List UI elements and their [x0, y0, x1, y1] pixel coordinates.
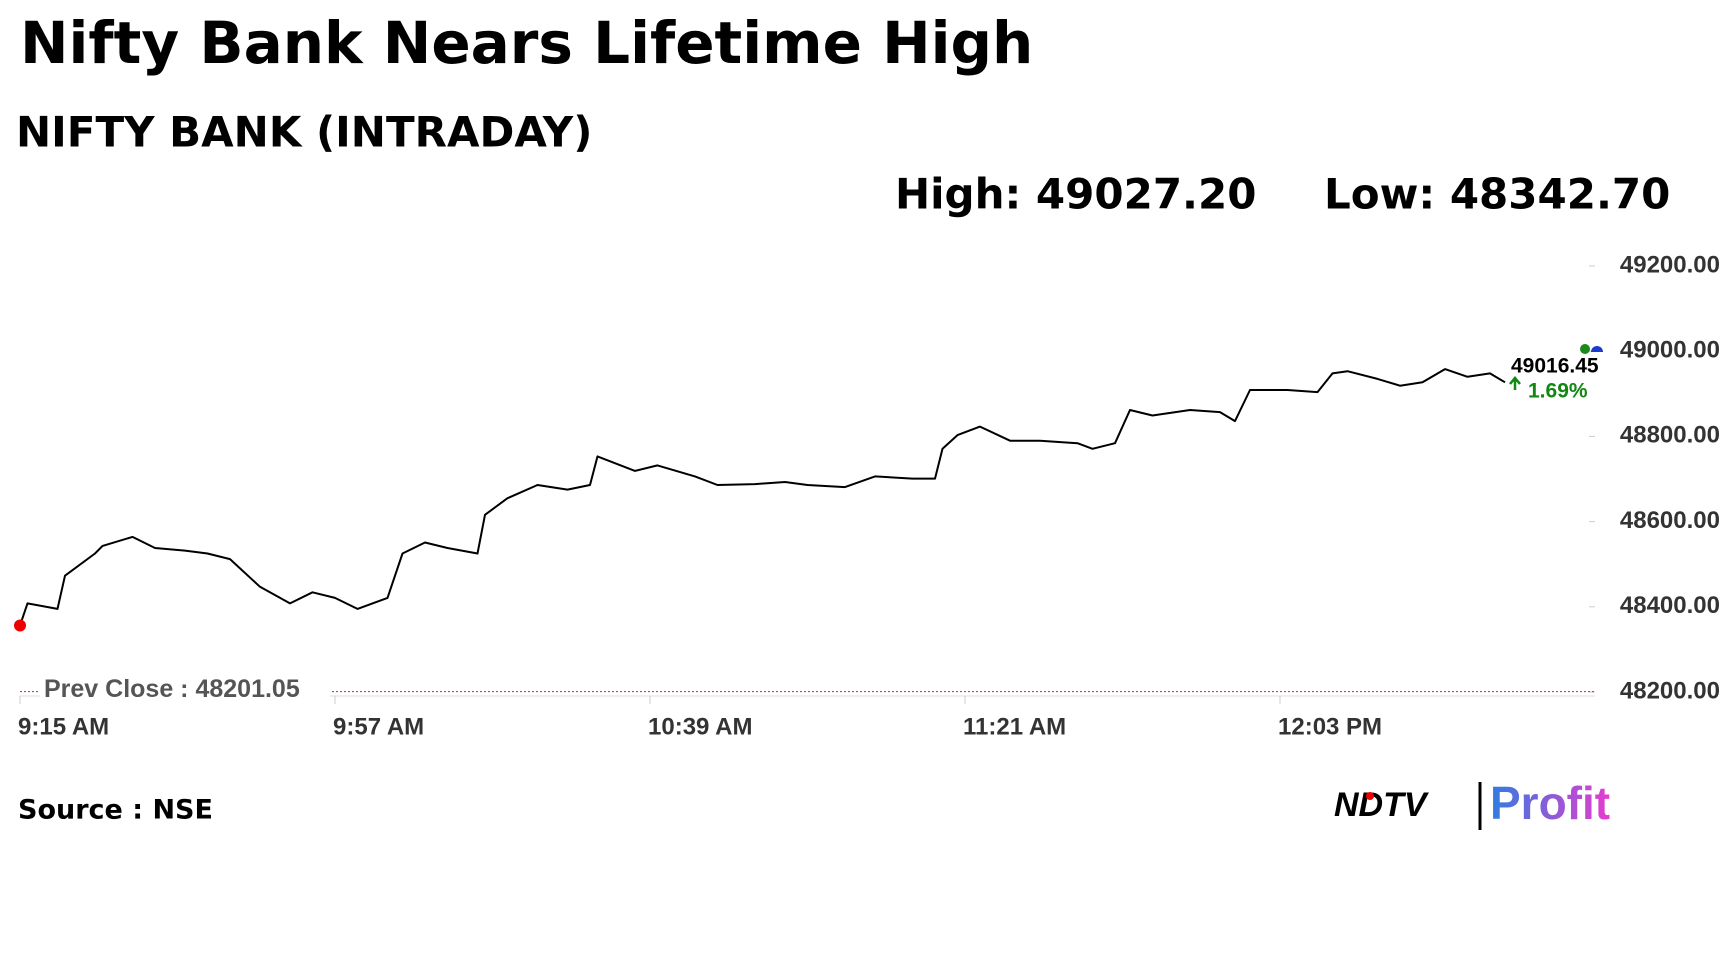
low-label: Low: 48342.70	[1324, 170, 1670, 219]
live-dot	[1580, 344, 1590, 354]
chart-subtitle: NIFTY BANK (INTRADAY)	[16, 108, 592, 157]
x-tick-label: 9:15 AM	[18, 713, 109, 740]
x-tick-label: 11:21 AM	[963, 713, 1066, 740]
x-tick-label: 10:39 AM	[648, 713, 752, 740]
prev-close-label: Prev Close : 48201.05	[44, 675, 300, 703]
start-point	[14, 619, 26, 632]
last-price: 49016.45	[1511, 355, 1599, 378]
x-tick-label: 9:57 AM	[333, 713, 424, 740]
y-tick-label: 49000.00	[1620, 337, 1720, 364]
x-tick-label: 12:03 PM	[1278, 713, 1382, 740]
y-tick-label: 49200.00	[1620, 251, 1720, 278]
y-tick-label: 48800.00	[1620, 422, 1720, 449]
y-tick-label: 48600.00	[1620, 507, 1720, 534]
change: 1.69%	[1528, 380, 1588, 403]
y-tick-label: 48200.00	[1620, 677, 1720, 704]
chart-title: Nifty Bank Nears Lifetime High	[20, 9, 1033, 77]
high-label: High: 49027.20	[895, 170, 1256, 219]
y-tick-label: 48400.00	[1620, 592, 1720, 619]
live-dot-2	[1591, 346, 1603, 352]
price-line	[19, 368, 1506, 626]
logo-ndtv: NDTV	[1334, 786, 1430, 824]
up-arrow	[1509, 376, 1521, 390]
source: Source : NSE	[18, 795, 213, 826]
logo-profit: Profit	[1490, 777, 1610, 829]
logo-dot	[1366, 792, 1374, 800]
prev-close-bg	[40, 675, 330, 702]
